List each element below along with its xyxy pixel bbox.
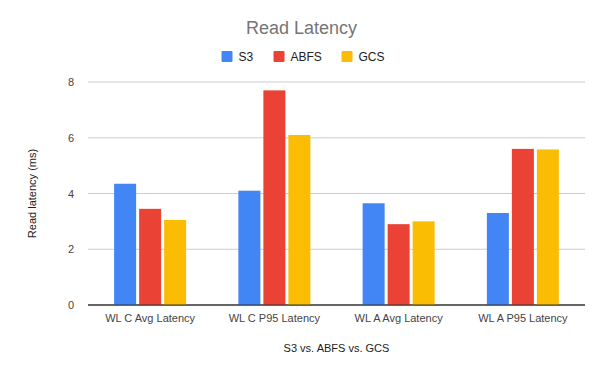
y-tick-label: 2 bbox=[68, 243, 74, 255]
grid-line bbox=[88, 249, 585, 250]
bars bbox=[114, 90, 559, 305]
bar bbox=[164, 220, 186, 305]
legend-swatch bbox=[342, 51, 353, 62]
y-tick-label: 0 bbox=[68, 299, 74, 311]
legend: S3 ABFS GCS bbox=[222, 50, 385, 64]
chart: Read Latency S3 ABFS GCS 0 2 4 6 8 WL C Avg Laten… bbox=[0, 0, 603, 374]
grid-line bbox=[88, 193, 585, 194]
bar bbox=[263, 90, 285, 305]
y-axis-title: Read latency (ms) bbox=[26, 149, 38, 238]
title: Read Latency bbox=[246, 18, 357, 38]
x-tick-label: WL C P95 Latency bbox=[229, 312, 321, 324]
legend-label: GCS bbox=[359, 50, 385, 64]
bar bbox=[363, 203, 385, 305]
legend-label: ABFS bbox=[291, 50, 322, 64]
bar bbox=[139, 209, 161, 305]
bar bbox=[288, 135, 310, 305]
background bbox=[0, 0, 603, 374]
x-tick-label: WL C Avg Latency bbox=[105, 312, 195, 324]
y-tick-label: 6 bbox=[68, 132, 74, 144]
grid-line bbox=[88, 137, 585, 138]
bar bbox=[487, 213, 509, 305]
x-tick-label: WL A Avg Latency bbox=[355, 312, 444, 324]
x-axis bbox=[88, 305, 585, 306]
bar bbox=[537, 149, 559, 305]
y-tick-label: 4 bbox=[68, 188, 74, 200]
legend-label: S3 bbox=[239, 50, 254, 64]
y-tick-label: 8 bbox=[68, 76, 74, 88]
x-axis-title: S3 vs. ABFS vs. GCS bbox=[284, 342, 390, 354]
bar bbox=[114, 184, 136, 305]
x-tick-label: WL A P95 Latency bbox=[478, 312, 568, 324]
legend-swatch bbox=[222, 51, 233, 62]
bar bbox=[512, 149, 534, 305]
baseline bbox=[88, 305, 585, 306]
bar bbox=[413, 221, 435, 305]
legend-swatch bbox=[274, 51, 285, 62]
grid-line bbox=[88, 82, 585, 83]
bar bbox=[238, 191, 260, 305]
bar bbox=[388, 224, 410, 305]
